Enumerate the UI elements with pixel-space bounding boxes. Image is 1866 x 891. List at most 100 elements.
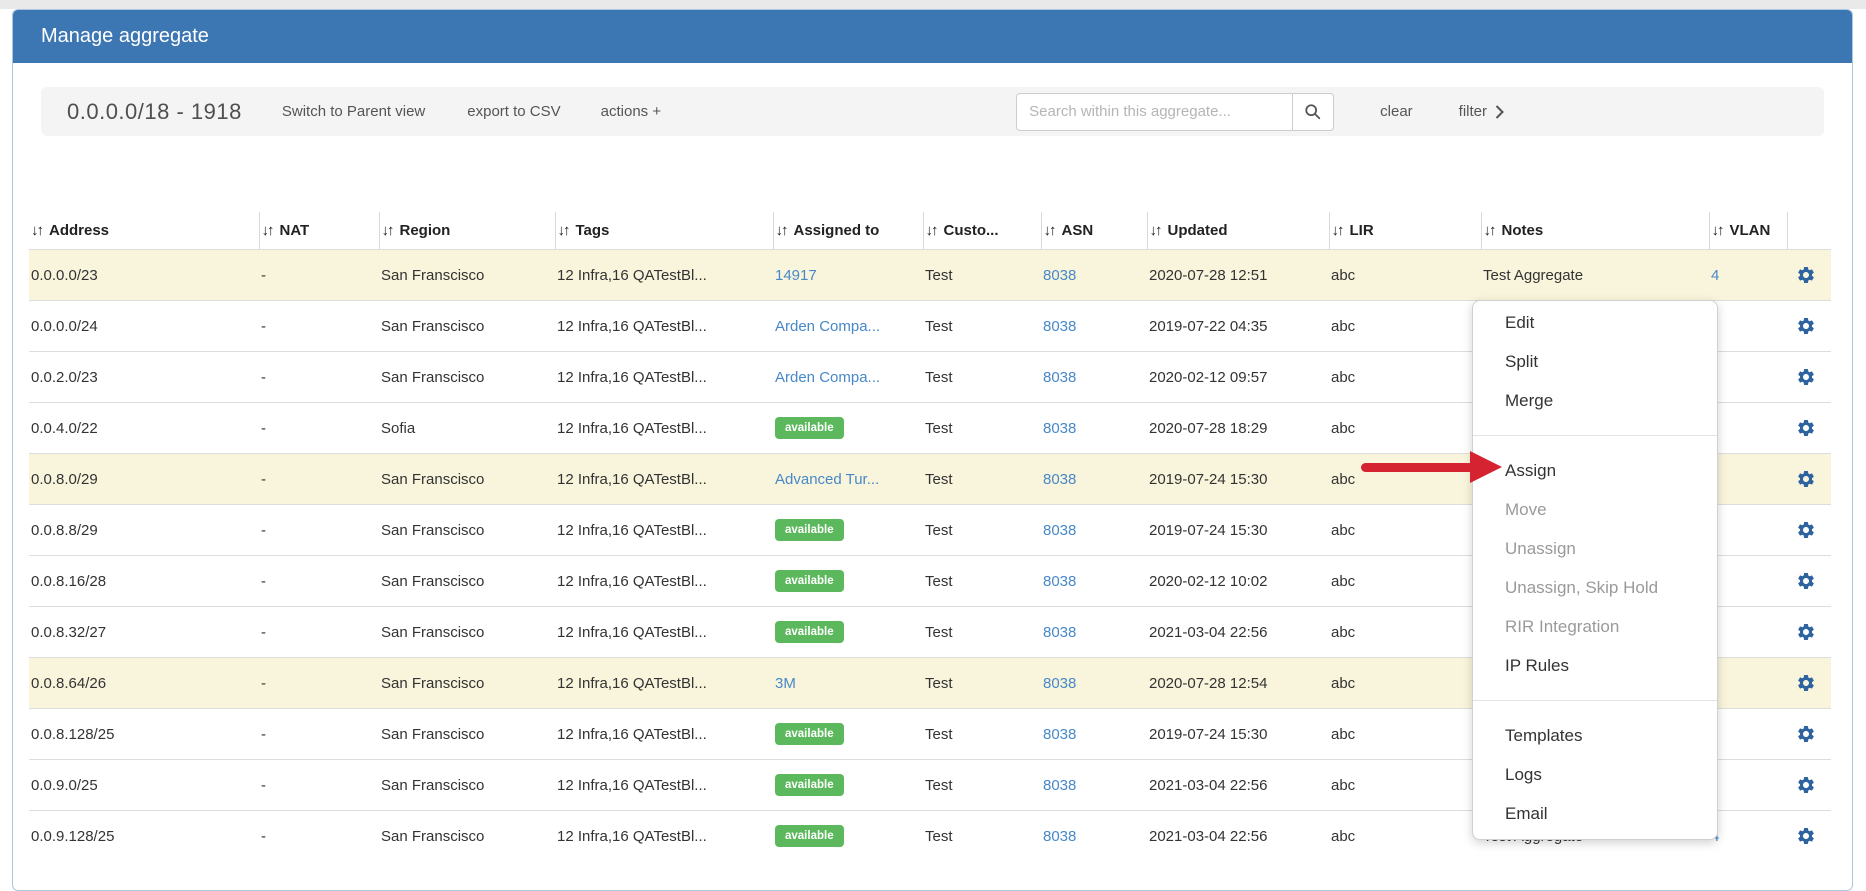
cell-notes: Test Aggregate [1483, 266, 1584, 284]
cell-address: 0.0.0.0/23 [31, 266, 98, 284]
asn-link[interactable]: 8038 [1043, 827, 1077, 845]
cell-assigned-to: Arden Compa... [773, 301, 923, 352]
export-csv-link[interactable]: export to CSV [467, 103, 561, 120]
vlan-link[interactable]: 4 [1711, 266, 1720, 284]
row-settings-gear-icon[interactable] [1796, 826, 1816, 846]
menu-item-ip-rules[interactable]: IP Rules [1505, 655, 1569, 675]
cell-customer: Test [925, 623, 953, 641]
cell-customer: Test [925, 419, 953, 437]
menu-item-logs[interactable]: Logs [1505, 764, 1542, 784]
sort-icon: ↓↑ [261, 222, 275, 239]
actions-menu-button[interactable]: actions + [600, 103, 662, 120]
cell-vlan [1709, 505, 1787, 556]
row-settings-gear-icon[interactable] [1796, 724, 1816, 744]
column-header-address[interactable]: ↓↑ Address [29, 212, 260, 250]
row-settings-gear-icon[interactable] [1796, 265, 1816, 285]
asn-link[interactable]: 8038 [1043, 776, 1077, 794]
row-settings-gear-icon[interactable] [1796, 469, 1816, 489]
cell-assigned-to: available [773, 403, 923, 454]
menu-item-merge[interactable]: Merge [1505, 390, 1554, 410]
cell-region: San Franscisco [381, 368, 485, 386]
aggregate-label: 0.0.0.0/18 - 1918 [67, 98, 242, 124]
menu-item-split[interactable]: Split [1505, 351, 1539, 371]
column-header-nat[interactable]: ↓↑ NAT [259, 212, 380, 250]
cell-customer: Test [925, 368, 953, 386]
asn-link[interactable]: 8038 [1043, 470, 1077, 488]
row-settings-gear-icon[interactable] [1796, 418, 1816, 438]
sort-icon: ↓↑ [1043, 222, 1057, 239]
cell-updated: 2019-07-24 15:30 [1149, 521, 1268, 539]
filter-link[interactable]: filter [1459, 103, 1504, 120]
cell-customer: Test [925, 776, 953, 794]
asn-link[interactable]: 8038 [1043, 368, 1077, 386]
asn-link[interactable]: 8038 [1043, 266, 1077, 284]
cell-customer: Test [925, 725, 953, 743]
row-settings-gear-icon[interactable] [1796, 775, 1816, 795]
assigned-to-link[interactable]: Arden Compa... [775, 317, 881, 335]
cell-region: San Franscisco [381, 776, 485, 794]
row-settings-gear-icon[interactable] [1796, 316, 1816, 336]
sort-icon: ↓↑ [31, 222, 44, 239]
row-settings-gear-icon[interactable] [1796, 673, 1816, 693]
cell-region: San Franscisco [381, 266, 485, 284]
asn-link[interactable]: 8038 [1043, 521, 1077, 539]
column-header-asn[interactable]: ↓↑ ASN [1041, 212, 1148, 250]
cell-nat: - [261, 776, 266, 794]
cell-assigned-to: available [773, 760, 923, 811]
row-settings-gear-icon[interactable] [1796, 571, 1816, 591]
assigned-to-link[interactable]: 3M [775, 674, 796, 692]
assigned-to-link[interactable]: 14917 [775, 266, 817, 284]
asn-link[interactable]: 8038 [1043, 572, 1077, 590]
column-header-customer[interactable]: ↓↑ Custo... [923, 212, 1042, 250]
column-header-tags[interactable]: ↓↑ Tags [555, 212, 774, 250]
cell-actions [1787, 811, 1831, 862]
table-row: 0.0.0.0/24 - San Franscisco 12 Infra,16 QAT… [29, 300, 1831, 352]
row-settings-gear-icon[interactable] [1796, 367, 1816, 387]
cell-actions [1787, 607, 1831, 658]
column-header-notes[interactable]: ↓↑ Notes [1481, 212, 1710, 250]
table-row: 0.0.0.0/23 - San Franscisco 12 Infra,16 QAT… [29, 249, 1831, 301]
cell-address: 0.0.8.0/29 [31, 470, 98, 488]
search-input[interactable] [1016, 92, 1294, 131]
cell-lir: abc [1331, 368, 1356, 386]
cell-asn: 8038 [1041, 505, 1147, 556]
assigned-to-link[interactable]: Arden Compa... [775, 368, 881, 386]
menu-item-templates[interactable]: Templates [1505, 725, 1583, 745]
column-header-vlan[interactable]: ↓↑ VLAN [1709, 212, 1788, 250]
asn-link[interactable]: 8038 [1043, 674, 1077, 692]
switch-parent-view-link[interactable]: Switch to Parent view [281, 103, 426, 120]
cell-address: 0.0.9.128/25 [31, 827, 115, 845]
column-header-region[interactable]: ↓↑ Region [379, 212, 556, 250]
cell-updated: 2019-07-24 15:30 [1149, 725, 1268, 743]
page-title: Manage aggregate [41, 25, 209, 47]
table-row: 0.0.8.16/28 - San Franscisco 12 Infra,16 QA… [29, 555, 1831, 607]
cell-actions [1787, 454, 1831, 505]
cell-assigned-to: 3M [773, 658, 923, 709]
column-header-assigned[interactable]: ↓↑ Assigned to [773, 212, 924, 250]
column-header-lir[interactable]: ↓↑ LIR [1329, 212, 1482, 250]
row-settings-gear-icon[interactable] [1796, 622, 1816, 642]
menu-item-email[interactable]: Email [1505, 803, 1548, 823]
cell-vlan [1709, 709, 1787, 760]
cell-customer: Test [925, 470, 953, 488]
asn-link[interactable]: 8038 [1043, 419, 1077, 437]
clear-link[interactable]: clear [1380, 103, 1413, 120]
asn-link[interactable]: 8038 [1043, 725, 1077, 743]
cell-customer: Test [925, 521, 953, 539]
cell-asn: 8038 [1041, 352, 1147, 403]
table-row: 0.0.9.0/25 - San Franscisco 12 Infra,16 QAT… [29, 759, 1831, 811]
menu-item-assign[interactable]: Assign [1505, 460, 1557, 480]
cell-region: San Franscisco [381, 317, 485, 335]
search-button[interactable] [1292, 92, 1335, 131]
assigned-to-link[interactable]: Advanced Tur... [775, 470, 880, 488]
asn-link[interactable]: 8038 [1043, 623, 1077, 641]
table-row: 0.0.8.32/27 - San Franscisco 12 Infra,16 QA… [29, 606, 1831, 658]
asn-link[interactable]: 8038 [1043, 317, 1077, 335]
row-context-menu: Edit Split Merge Assign Move Unassign Unassign… [1472, 300, 1718, 840]
row-settings-gear-icon[interactable] [1796, 520, 1816, 540]
cell-assigned-to: available [773, 709, 923, 760]
cell-updated: 2020-02-12 09:57 [1149, 368, 1268, 386]
menu-item-edit[interactable]: Edit [1505, 312, 1535, 332]
cell-address: 0.0.8.128/25 [31, 725, 115, 743]
column-header-updated[interactable]: ↓↑ Updated [1147, 212, 1330, 250]
